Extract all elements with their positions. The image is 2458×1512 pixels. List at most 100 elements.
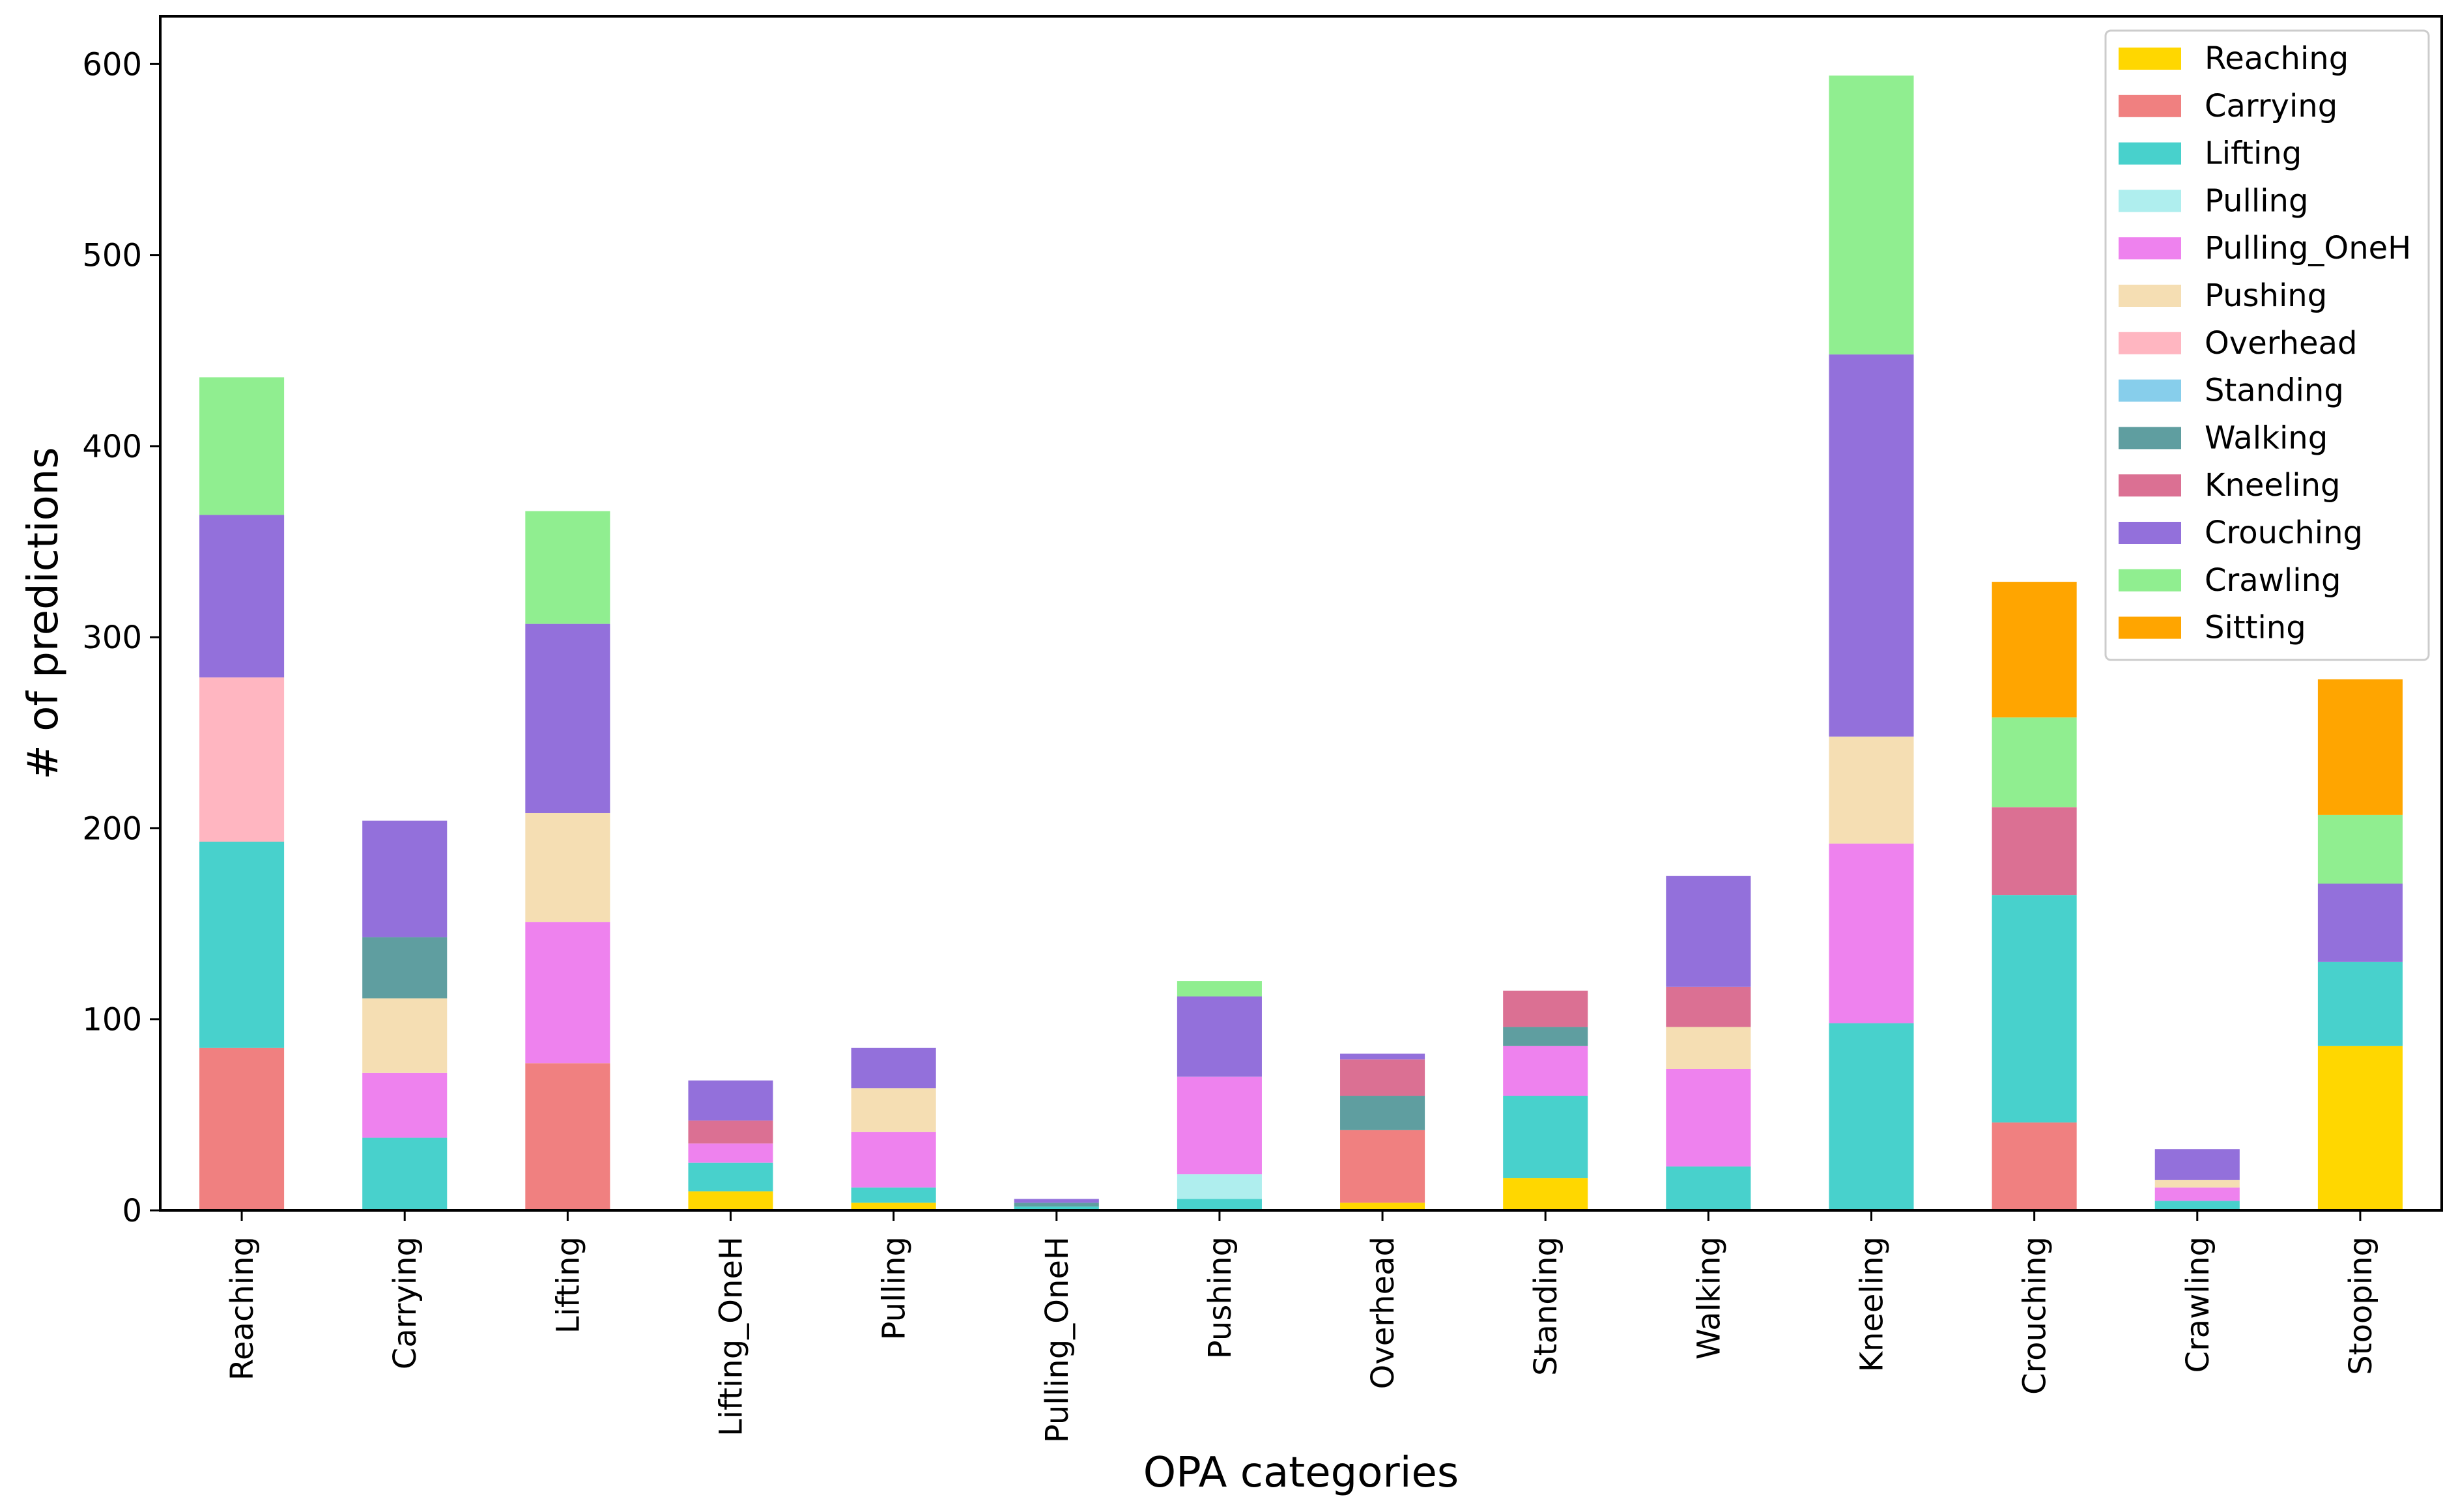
bar-segment-standing-kneeling bbox=[1503, 990, 1588, 1027]
legend-label-standing: Standing bbox=[2205, 373, 2344, 409]
bar-segment-walking-crouching bbox=[1666, 876, 1751, 987]
legend-label-walking: Walking bbox=[2205, 420, 2328, 456]
bar-segment-crawling-pulling_oneh bbox=[2154, 1187, 2240, 1201]
bar-segment-pulling_oneh-walking bbox=[1014, 1203, 1099, 1207]
legend-swatch-kneeling bbox=[2119, 474, 2181, 497]
x-tick-label: Overhead bbox=[1365, 1236, 1401, 1389]
bar-segment-lifting-crouching bbox=[525, 623, 610, 813]
bar-segment-stooping-sitting bbox=[2317, 679, 2403, 815]
bar-segment-crouching-kneeling bbox=[1992, 807, 2077, 896]
x-tick-label: Lifting_OneH bbox=[713, 1236, 750, 1436]
legend-label-crawling: Crawling bbox=[2205, 562, 2341, 599]
y-tick-label: 100 bbox=[82, 1002, 142, 1038]
bar-segment-stooping-reaching bbox=[2317, 1046, 2403, 1210]
bar-segment-overhead-reaching bbox=[1340, 1203, 1425, 1210]
bar-segment-overhead-carrying bbox=[1340, 1130, 1425, 1203]
bar-segment-kneeling-crouching bbox=[1829, 354, 1914, 737]
legend-swatch-carrying bbox=[2119, 94, 2181, 117]
legend-label-pulling: Pulling bbox=[2205, 182, 2308, 219]
x-tick-label: Crouching bbox=[2017, 1236, 2053, 1395]
bar-segment-pulling-reaching bbox=[851, 1203, 936, 1210]
y-axis-title: # of predictions bbox=[20, 447, 68, 779]
legend-frame bbox=[2104, 29, 2430, 661]
bar-segment-pushing-crawling bbox=[1177, 981, 1262, 997]
legend-swatch-lifting bbox=[2119, 142, 2181, 165]
bar-segment-crouching-crawling bbox=[1992, 717, 2077, 808]
y-tick-label: 500 bbox=[82, 238, 142, 274]
bar-segment-reaching-lifting bbox=[199, 841, 285, 1048]
x-axis-ticks: Reaching Carrying Lifting Lifting_OneH Pulli… bbox=[224, 1210, 2379, 1443]
x-tick-label: Pulling_OneH bbox=[1039, 1236, 1076, 1443]
y-tick-label: 300 bbox=[82, 620, 142, 656]
legend-label-crouching: Crouching bbox=[2205, 515, 2363, 551]
y-axis-ticks: 0 100 200 300 400 500 600 bbox=[82, 46, 160, 1229]
bar-segment-pulling-pulling_oneh bbox=[851, 1132, 936, 1188]
bar-segment-kneeling-lifting bbox=[1829, 1023, 1914, 1210]
bar-segment-carrying-pushing bbox=[362, 998, 448, 1073]
legend-swatch-pushing bbox=[2119, 285, 2181, 307]
x-tick-label: Kneeling bbox=[1854, 1236, 1891, 1373]
x-tick-label: Standing bbox=[1528, 1236, 1564, 1376]
bar-segment-lifting_oneh-crouching bbox=[688, 1080, 773, 1121]
legend-swatch-reaching bbox=[2119, 48, 2181, 70]
legend-label-carrying: Carrying bbox=[2205, 88, 2337, 124]
bar-segment-crawling-crouching bbox=[2154, 1149, 2240, 1180]
bar-segment-stooping-crouching bbox=[2317, 883, 2403, 962]
bar-segment-crawling-lifting bbox=[2154, 1201, 2240, 1210]
x-tick-label: Lifting bbox=[550, 1236, 586, 1334]
bar-segment-overhead-walking bbox=[1340, 1096, 1425, 1130]
bar-segment-lifting-pushing bbox=[525, 812, 610, 922]
bar-segment-reaching-carrying bbox=[199, 1048, 285, 1210]
bar-segment-lifting_oneh-reaching bbox=[688, 1191, 773, 1210]
bar-segment-pulling-lifting bbox=[851, 1187, 936, 1203]
bar-segment-standing-reaching bbox=[1503, 1178, 1588, 1210]
legend-swatch-walking bbox=[2119, 427, 2181, 449]
x-tick-label: Stooping bbox=[2343, 1236, 2379, 1375]
bar-segment-pushing-crouching bbox=[1177, 996, 1262, 1077]
legend-label-overhead: Overhead bbox=[2205, 325, 2357, 362]
bar-segment-crouching-sitting bbox=[1992, 582, 2077, 718]
legend-label-sitting: Sitting bbox=[2205, 610, 2306, 646]
bar-segment-carrying-pulling_oneh bbox=[362, 1072, 448, 1138]
legend-label-lifting: Lifting bbox=[2205, 136, 2302, 172]
bar-segment-lifting_oneh-pulling_oneh bbox=[688, 1143, 773, 1163]
bar-segment-kneeling-pulling_oneh bbox=[1829, 843, 1914, 1023]
bar-segment-crouching-lifting bbox=[1992, 895, 2077, 1123]
bar-segment-pushing-lifting bbox=[1177, 1199, 1262, 1210]
legend: Reaching Carrying Lifting Pulling Pulling_On… bbox=[2104, 29, 2430, 661]
bar-segment-crawling-pushing bbox=[2154, 1180, 2240, 1188]
legend-swatch-pulling bbox=[2119, 190, 2181, 212]
legend-label-pushing: Pushing bbox=[2205, 278, 2327, 314]
bar-segment-walking-pulling_oneh bbox=[1666, 1068, 1751, 1167]
bar-segment-kneeling-crawling bbox=[1829, 75, 1914, 355]
bar-segment-standing-lifting bbox=[1503, 1096, 1588, 1178]
legend-label-kneeling: Kneeling bbox=[2205, 467, 2341, 504]
bars-layer bbox=[199, 75, 2403, 1210]
legend-swatch-pulling_oneh bbox=[2119, 237, 2181, 260]
bar-segment-pulling-crouching bbox=[851, 1048, 936, 1089]
bar-segment-stooping-lifting bbox=[2317, 962, 2403, 1046]
bar-segment-walking-kneeling bbox=[1666, 986, 1751, 1027]
bar-segment-standing-pulling_oneh bbox=[1503, 1046, 1588, 1096]
bar-segment-pushing-pulling_oneh bbox=[1177, 1076, 1262, 1175]
x-axis-title: OPA categories bbox=[1143, 1449, 1459, 1497]
y-tick-label: 200 bbox=[82, 810, 142, 847]
bar-segment-lifting-carrying bbox=[525, 1063, 610, 1210]
legend-swatch-crawling bbox=[2119, 569, 2181, 592]
bar-segment-reaching-crouching bbox=[199, 515, 285, 678]
bar-segment-standing-walking bbox=[1503, 1027, 1588, 1046]
x-tick-label: Walking bbox=[1691, 1236, 1727, 1360]
bar-segment-pulling_oneh-crouching bbox=[1014, 1199, 1099, 1203]
axes-frame bbox=[159, 15, 2443, 1212]
bar-segment-walking-pushing bbox=[1666, 1027, 1751, 1069]
bar-segment-pulling-pushing bbox=[851, 1088, 936, 1132]
legend-swatch-sitting bbox=[2119, 616, 2181, 639]
bar-segment-crouching-carrying bbox=[1992, 1122, 2077, 1210]
bar-segment-stooping-crawling bbox=[2317, 814, 2403, 884]
bar-segment-lifting-crawling bbox=[525, 511, 610, 624]
bar-segment-overhead-crouching bbox=[1340, 1053, 1425, 1060]
y-tick-label: 0 bbox=[122, 1193, 142, 1229]
y-tick-label: 400 bbox=[82, 429, 142, 465]
legend-label-reaching: Reaching bbox=[2205, 40, 2349, 77]
